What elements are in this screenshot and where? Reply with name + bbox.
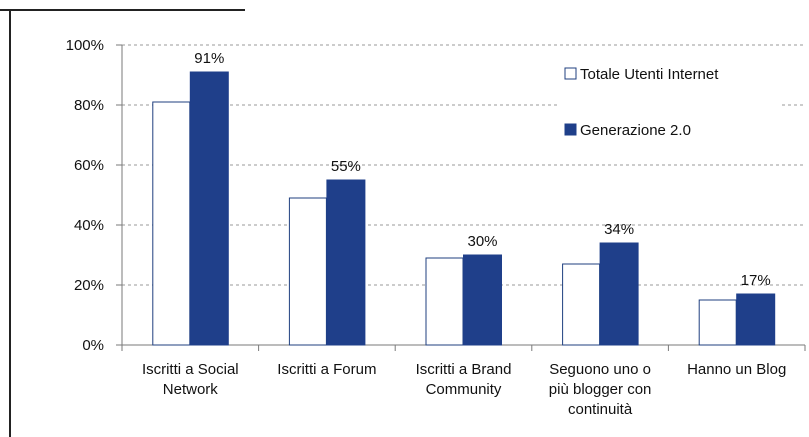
y-tick-label: 60% (74, 157, 104, 174)
bar-generazione-2-0 (599, 242, 639, 346)
legend-swatch (564, 67, 577, 80)
frame-top-border (0, 9, 245, 11)
legend: Totale Utenti Internet Generazione 2.0 (559, 62, 781, 150)
bar-totale-utenti-internet (562, 263, 601, 346)
y-tick-label: 80% (74, 97, 104, 114)
data-label-generazione-2-0: 55% (331, 158, 361, 175)
data-label-generazione-2-0: 91% (194, 50, 224, 67)
bars (152, 71, 776, 346)
y-tick-label: 100% (66, 37, 104, 54)
bar-generazione-2-0 (736, 293, 776, 346)
category-label: Iscritti a Social (142, 361, 239, 378)
y-axis-tick-labels: 0% 20% 40% 60% 80% 100% (66, 37, 104, 354)
legend-swatch (564, 123, 577, 136)
data-label-generazione-2-0: 17% (741, 272, 771, 289)
category-label: continuità (568, 401, 633, 418)
bar-generazione-2-0 (189, 71, 229, 346)
category-label: Iscritti a Brand (416, 361, 512, 378)
bar-totale-utenti-internet (288, 197, 327, 346)
data-label-generazione-2-0: 34% (604, 221, 634, 238)
category-label: Hanno un Blog (687, 361, 786, 378)
y-tick-label: 40% (74, 217, 104, 234)
bar-generazione-2-0 (326, 179, 366, 346)
bar-totale-utenti-internet (425, 257, 464, 346)
legend-label: Generazione 2.0 (580, 122, 691, 139)
legend-label: Totale Utenti Internet (580, 66, 719, 83)
legend-item-totale-utenti-internet: Totale Utenti Internet (564, 66, 719, 83)
bar-totale-utenti-internet (698, 299, 737, 346)
bar-generazione-2-0 (463, 254, 502, 346)
y-tick-label: 20% (74, 277, 104, 294)
legend-item-generazione-2-0: Generazione 2.0 (564, 122, 691, 139)
frame-left-border (9, 9, 11, 437)
category-label: Seguono uno o (549, 361, 651, 378)
category-label: più blogger con (549, 381, 652, 398)
data-labels: 91% 55% 30% 34% 17% (194, 50, 770, 289)
bar-totale-utenti-internet (152, 101, 191, 346)
legend-background (559, 62, 781, 150)
category-label: Network (163, 381, 219, 398)
data-label-generazione-2-0: 30% (467, 233, 497, 250)
category-labels: Iscritti a Social Network Iscritti a Forum… (142, 361, 786, 418)
y-tick-label: 0% (82, 337, 104, 354)
category-label: Iscritti a Forum (277, 361, 376, 378)
category-label: Community (426, 381, 502, 398)
